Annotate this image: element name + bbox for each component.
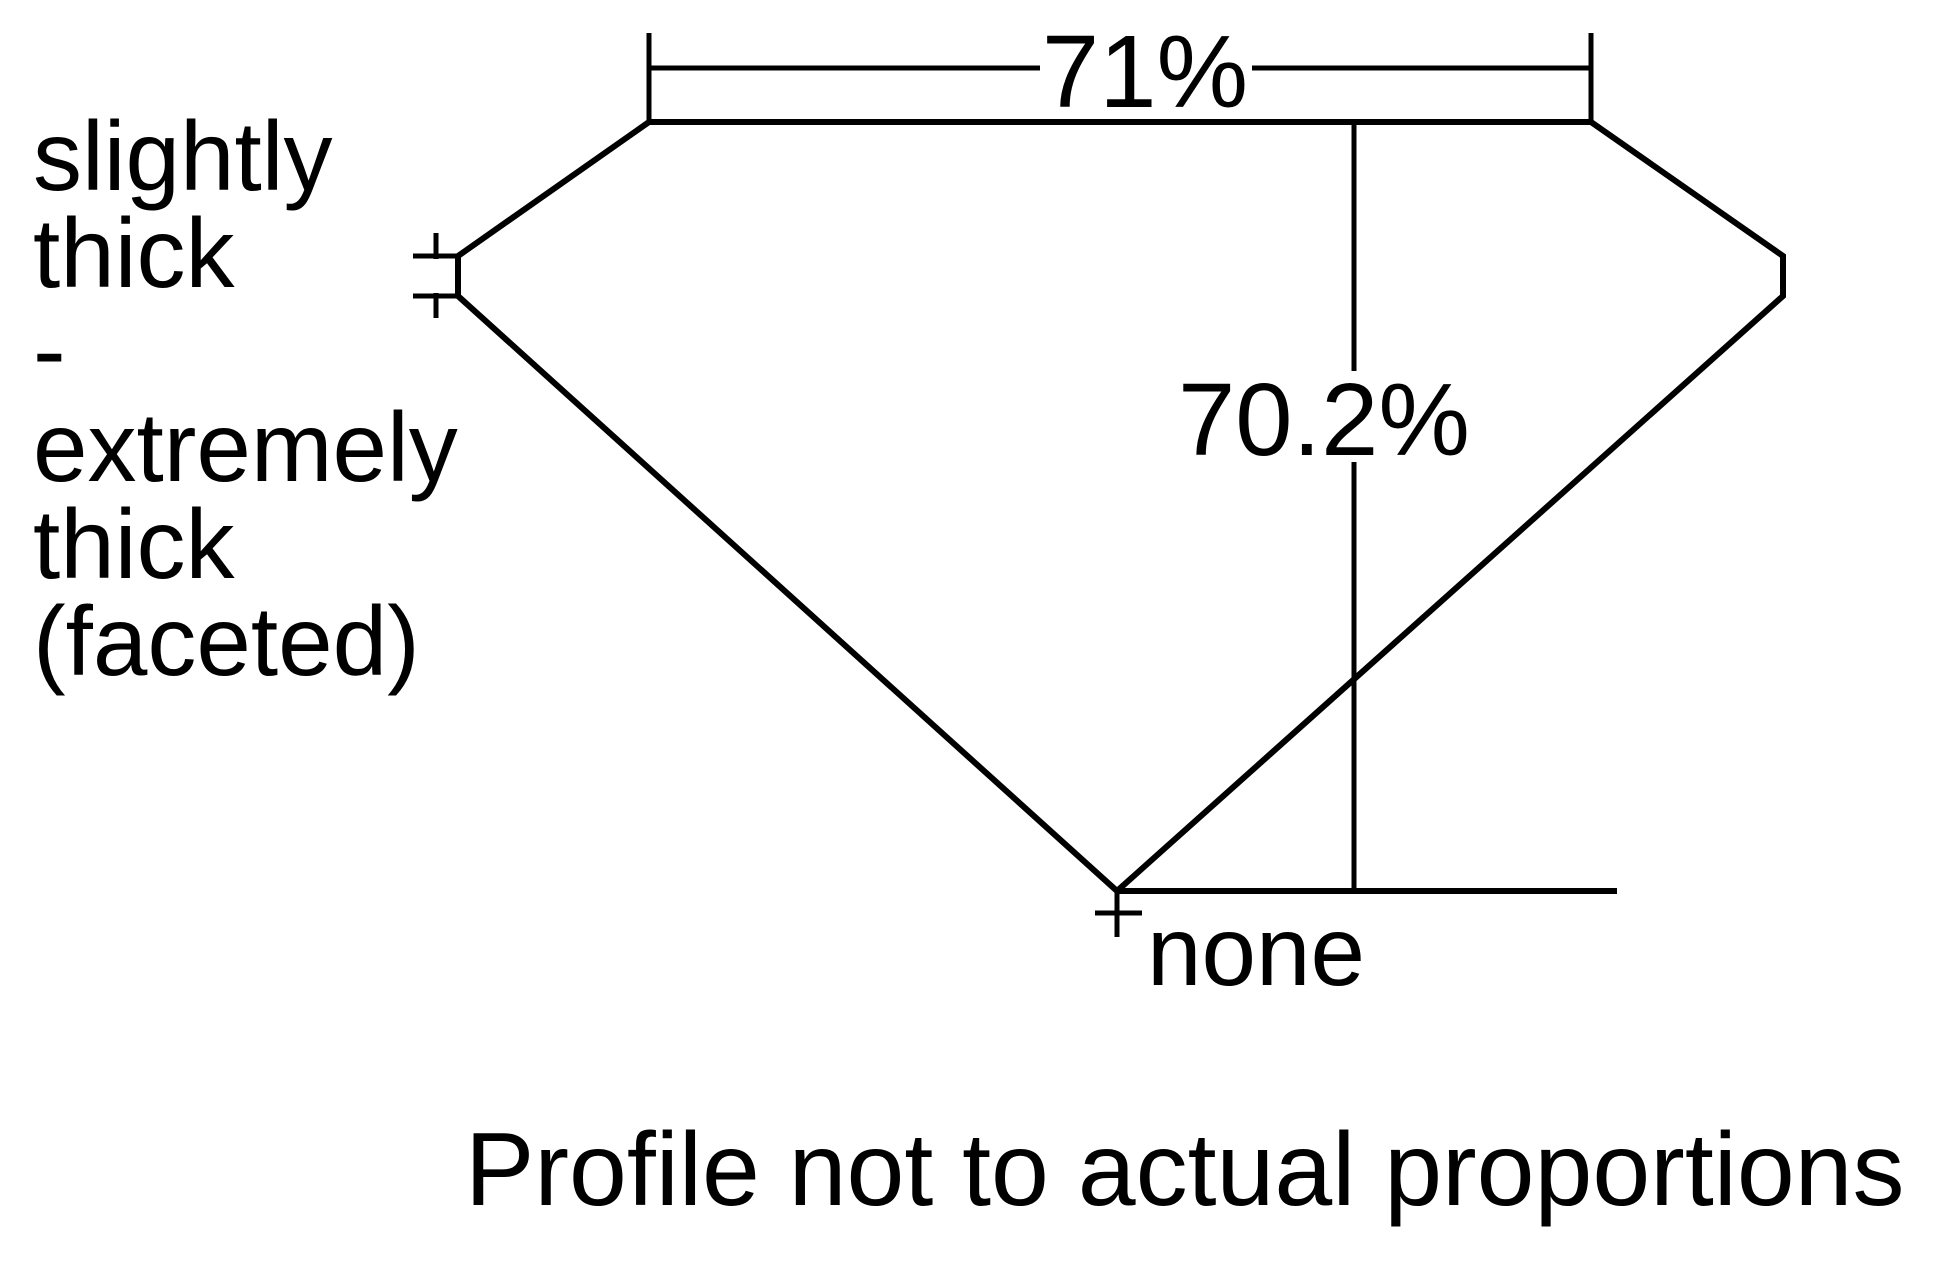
total-depth-label: 70.2% [1178,362,1470,477]
diamond-outline [455,119,1786,894]
girdle-label-line-2: thick [33,198,236,308]
left-crown-girdle-pavilion-outline [455,119,1120,894]
right-crown-girdle-pavilion-outline [1115,119,1786,894]
culet-cross-icon [1095,891,1142,937]
table-size-label: 71% [1042,14,1248,129]
culet-label: none [1147,896,1365,1006]
girdle-thickness-label: slightly thick - extremely thick (facete… [33,101,458,696]
table-width-dimension: 71% [646,14,1594,129]
girdle-thickness-marks [413,233,458,318]
girdle-label-line-4: extremely [33,392,458,502]
caption: Profile not to actual proportions [465,1112,1905,1228]
girdle-label-line-5: thick [33,489,236,599]
girdle-label-line-1: slightly [33,101,333,211]
girdle-label-line-6: (faceted) [33,586,420,696]
girdle-label-line-3: - [33,295,66,405]
total-depth-dimension: 70.2% [1178,122,1470,891]
